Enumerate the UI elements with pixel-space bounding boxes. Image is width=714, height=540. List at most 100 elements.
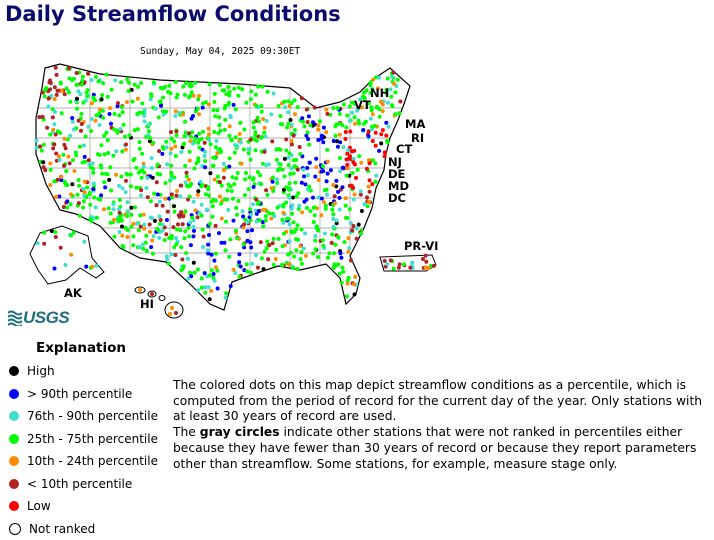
station-dot[interactable]: [238, 275, 242, 279]
station-dot[interactable]: [218, 83, 222, 87]
station-dot[interactable]: [329, 168, 333, 172]
station-dot[interactable]: [209, 289, 213, 293]
station-dot[interactable]: [359, 232, 363, 236]
station-dot[interactable]: [215, 151, 219, 155]
station-dot[interactable]: [87, 158, 91, 162]
station-dot[interactable]: [111, 202, 115, 206]
station-dot[interactable]: [203, 141, 207, 145]
station-dot[interactable]: [353, 275, 357, 279]
station-dot[interactable]: [270, 139, 274, 143]
station-dot[interactable]: [91, 161, 95, 165]
station-dot[interactable]: [121, 244, 125, 248]
station-dot[interactable]: [264, 188, 268, 192]
station-dot[interactable]: [68, 161, 72, 165]
station-dot[interactable]: [58, 158, 62, 162]
station-dot[interactable]: [303, 231, 307, 235]
station-dot[interactable]: [149, 92, 153, 96]
station-dot[interactable]: [307, 185, 311, 189]
station-dot[interactable]: [249, 138, 253, 142]
station-dot[interactable]: [150, 166, 154, 170]
station-dot[interactable]: [187, 234, 191, 238]
station-dot[interactable]: [51, 146, 55, 150]
station-dot[interactable]: [325, 112, 329, 116]
station-dot[interactable]: [300, 262, 304, 266]
station-dot[interactable]: [377, 149, 381, 153]
station-dot[interactable]: [386, 77, 390, 81]
station-dot[interactable]: [164, 140, 168, 144]
station-dot[interactable]: [265, 119, 269, 123]
station-dot[interactable]: [120, 149, 124, 153]
station-dot[interactable]: [212, 272, 216, 276]
station-dot[interactable]: [92, 196, 96, 200]
station-dot[interactable]: [52, 179, 56, 183]
station-dot[interactable]: [69, 233, 73, 237]
station-dot[interactable]: [88, 217, 92, 221]
station-dot[interactable]: [272, 92, 276, 96]
station-dot[interactable]: [91, 265, 95, 269]
station-dot[interactable]: [396, 78, 400, 82]
station-dot[interactable]: [300, 228, 304, 232]
station-dot[interactable]: [203, 165, 207, 169]
station-dot[interactable]: [346, 148, 350, 152]
station-dot[interactable]: [137, 228, 141, 232]
station-dot[interactable]: [313, 175, 317, 179]
station-dot[interactable]: [379, 132, 383, 136]
station-dot[interactable]: [81, 101, 85, 105]
station-dot[interactable]: [389, 95, 393, 99]
station-dot[interactable]: [346, 282, 350, 286]
station-dot[interactable]: [210, 253, 214, 257]
station-dot[interactable]: [64, 183, 68, 187]
station-dot[interactable]: [174, 311, 178, 315]
station-dot[interactable]: [392, 267, 396, 271]
station-dot[interactable]: [52, 122, 56, 126]
station-dot[interactable]: [53, 230, 57, 234]
station-dot[interactable]: [38, 145, 42, 149]
station-dot[interactable]: [174, 154, 178, 158]
station-dot[interactable]: [228, 124, 232, 128]
station-dot[interactable]: [196, 107, 200, 111]
station-dot[interactable]: [352, 157, 356, 161]
station-dot[interactable]: [244, 171, 248, 175]
station-dot[interactable]: [158, 200, 162, 204]
station-dot[interactable]: [333, 201, 337, 205]
station-dot[interactable]: [42, 231, 46, 235]
station-dot[interactable]: [303, 182, 307, 186]
station-dot[interactable]: [117, 207, 121, 211]
station-dot[interactable]: [287, 196, 291, 200]
station-dot[interactable]: [261, 117, 265, 121]
station-dot[interactable]: [139, 225, 143, 229]
station-dot[interactable]: [230, 139, 234, 143]
station-dot[interactable]: [290, 101, 294, 105]
station-dot[interactable]: [259, 136, 263, 140]
station-dot[interactable]: [252, 176, 256, 180]
station-dot[interactable]: [81, 206, 85, 210]
station-dot[interactable]: [231, 175, 235, 179]
station-dot[interactable]: [249, 158, 253, 162]
station-dot[interactable]: [304, 254, 308, 258]
station-dot[interactable]: [289, 251, 293, 255]
station-dot[interactable]: [377, 107, 381, 111]
station-dot[interactable]: [346, 250, 350, 254]
station-dot[interactable]: [368, 178, 372, 182]
station-dot[interactable]: [237, 260, 241, 264]
station-dot[interactable]: [70, 182, 74, 186]
station-dot[interactable]: [102, 180, 106, 184]
station-dot[interactable]: [124, 179, 128, 183]
station-dot[interactable]: [174, 253, 178, 257]
station-dot[interactable]: [365, 195, 369, 199]
station-dot[interactable]: [216, 287, 220, 291]
station-dot[interactable]: [55, 73, 59, 77]
station-dot[interactable]: [313, 234, 317, 238]
station-dot[interactable]: [133, 205, 137, 209]
station-dot[interactable]: [207, 138, 211, 142]
station-dot[interactable]: [76, 89, 80, 93]
station-dot[interactable]: [170, 177, 174, 181]
station-dot[interactable]: [408, 266, 412, 270]
station-dot[interactable]: [293, 128, 297, 132]
station-dot[interactable]: [86, 72, 90, 76]
station-dot[interactable]: [241, 215, 245, 219]
station-dot[interactable]: [134, 186, 138, 190]
station-dot[interactable]: [125, 100, 129, 104]
station-dot[interactable]: [334, 179, 338, 183]
station-dot[interactable]: [187, 226, 191, 230]
